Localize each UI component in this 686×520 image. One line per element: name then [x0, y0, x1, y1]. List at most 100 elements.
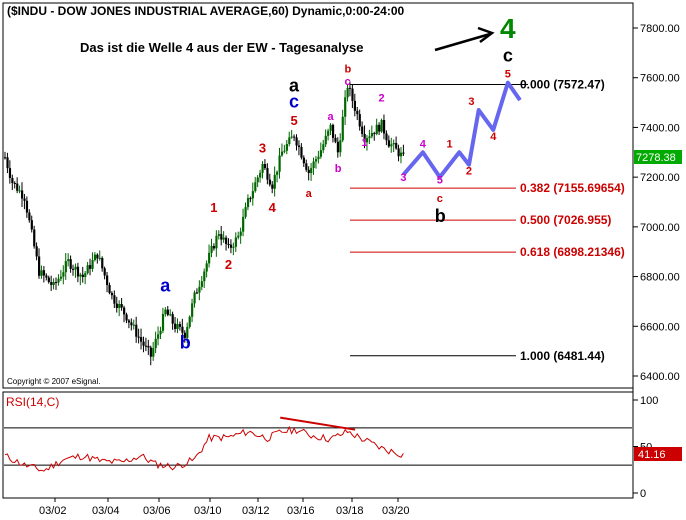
price-bar-body	[142, 341, 145, 346]
wave-label: a	[306, 188, 313, 200]
price-bar-body	[169, 314, 172, 316]
price-bar-body	[205, 263, 208, 272]
price-bar-body	[152, 348, 155, 357]
price-bar-body	[157, 334, 160, 339]
fib-level-label: 0.000 (7572.47)	[520, 78, 605, 92]
price-bar-body	[378, 124, 381, 132]
price-tick-label: 7600.00	[640, 73, 680, 85]
price-bar-body	[266, 168, 269, 180]
price-bar-body	[186, 326, 189, 338]
price-bar-body	[40, 270, 43, 276]
projection-path	[401, 80, 522, 180]
price-bar-body	[123, 307, 126, 315]
price-bar-body	[324, 135, 327, 145]
price-bar-body	[188, 316, 191, 327]
price-bar-body	[161, 313, 165, 331]
price-bar-body	[147, 345, 150, 348]
price-bar-body	[144, 345, 148, 347]
price-bars	[4, 81, 405, 366]
last-price-value: 7278.38	[636, 152, 676, 164]
wave-label: a	[327, 111, 334, 123]
price-bar-body	[232, 246, 235, 248]
fibonacci-levels: 0.000 (7572.47) 0.382 (7155.69654) 0.500 (…	[350, 78, 625, 363]
price-bar-body	[276, 171, 279, 175]
price-bar-body	[322, 144, 325, 151]
wave-label: 3	[259, 140, 266, 155]
wave-label: 4	[269, 200, 277, 215]
wave-label: 4	[500, 13, 516, 44]
price-bar-body	[370, 133, 374, 137]
price-bar-body	[217, 234, 220, 236]
price-bar-body	[38, 256, 41, 276]
price-bar-body	[300, 146, 303, 158]
price-bar-body	[397, 148, 400, 157]
price-bar-body	[263, 164, 267, 169]
price-bar-body	[118, 304, 121, 308]
price-bar-body	[113, 295, 116, 304]
price-bar-body	[317, 156, 320, 160]
price-bar-body	[225, 237, 228, 245]
price-bar-body	[385, 133, 388, 141]
price-bar-body	[183, 332, 186, 338]
price-bar-body	[314, 159, 318, 162]
price-bar-body	[4, 157, 7, 159]
price-bar-body	[108, 285, 111, 294]
wave-label: c	[344, 76, 350, 88]
wave-label: c	[289, 92, 299, 112]
price-bar-body	[220, 234, 223, 240]
price-bar-body	[96, 254, 99, 259]
price-panel[interactable]	[2, 2, 634, 389]
price-bar-body	[72, 268, 75, 270]
price-bar-body	[42, 270, 46, 276]
fib-level-label: 0.618 (6898.21346)	[520, 245, 625, 259]
price-bar-body	[348, 87, 352, 89]
price-bar-body	[106, 275, 109, 286]
rsi-tick-label: 0	[640, 488, 646, 500]
price-bar-body	[215, 235, 218, 249]
rsi-panel[interactable]	[2, 391, 634, 499]
price-bar-body	[93, 254, 97, 261]
price-bar-body	[171, 314, 174, 324]
wave-label: 1	[361, 137, 367, 149]
price-bar-body	[402, 152, 405, 154]
price-bar-body	[16, 183, 19, 191]
price-bar-body	[351, 88, 354, 101]
price-tick-label: 6400.00	[640, 371, 680, 383]
wave-label: 2	[225, 257, 232, 272]
price-bar-body	[154, 338, 157, 349]
price-bar-body	[392, 143, 395, 145]
fib-level-label: 0.382 (7155.69654)	[520, 181, 625, 195]
price-tick-label: 6600.00	[640, 321, 680, 333]
price-bar-body	[249, 198, 252, 200]
price-bar-body	[50, 282, 53, 285]
price-bar-body	[35, 246, 38, 257]
price-bar-body	[251, 191, 254, 199]
price-bar-body	[319, 150, 323, 157]
price-bar-body	[166, 309, 169, 315]
price-bar-body	[271, 184, 274, 189]
price-tick-label: 7000.00	[640, 222, 680, 234]
price-bar-body	[382, 119, 386, 134]
price-bar-body	[227, 244, 230, 246]
wave-label: 5	[437, 174, 443, 186]
annotation-arrow	[434, 26, 495, 52]
wave-label: c	[503, 46, 513, 66]
price-bar-body	[103, 268, 106, 276]
price-bar-body	[268, 179, 271, 185]
wave-label: 3	[468, 96, 474, 108]
price-bar-body	[273, 174, 276, 189]
price-bar-body	[246, 198, 250, 208]
wave-label: 1	[210, 200, 217, 215]
price-bar-body	[295, 137, 298, 146]
price-bar-body	[120, 304, 123, 308]
price-bar-body	[6, 157, 9, 169]
x-tick-label: 03/20	[382, 505, 410, 517]
price-bar-body	[346, 87, 349, 98]
price-bar-body	[380, 119, 383, 132]
price-bar-body	[293, 136, 296, 138]
price-bar-body	[18, 190, 21, 192]
price-tick-label: 7800.00	[640, 23, 680, 35]
price-bar-body	[242, 216, 245, 232]
price-bar-body	[222, 237, 225, 240]
